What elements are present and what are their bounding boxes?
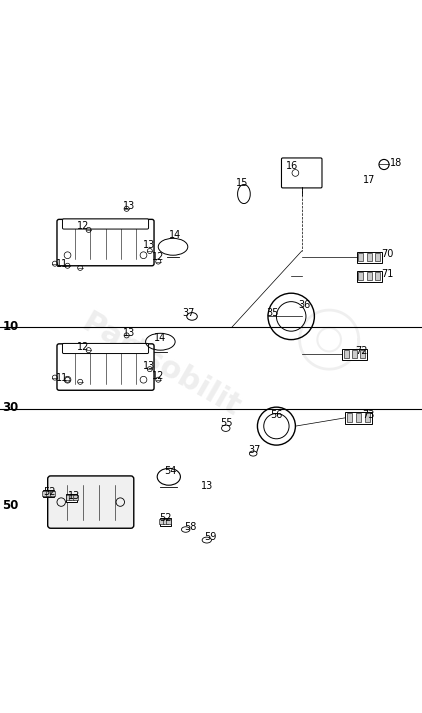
Text: 36: 36 — [298, 300, 311, 310]
Text: 12: 12 — [152, 371, 165, 381]
Text: 17: 17 — [363, 175, 376, 185]
Bar — [375, 253, 380, 262]
Bar — [160, 519, 165, 525]
Bar — [66, 496, 71, 501]
Text: 58: 58 — [184, 522, 197, 532]
Text: 13: 13 — [143, 240, 155, 250]
Text: 10: 10 — [3, 319, 19, 333]
Text: 15: 15 — [235, 178, 248, 188]
Bar — [160, 518, 171, 525]
Text: 13: 13 — [200, 481, 213, 491]
Bar — [358, 272, 363, 280]
Text: 13: 13 — [123, 328, 135, 338]
Text: 12: 12 — [77, 342, 90, 352]
Text: 37: 37 — [182, 307, 195, 317]
Text: 54: 54 — [164, 466, 177, 476]
Text: 52: 52 — [43, 488, 56, 498]
Text: 13: 13 — [143, 361, 155, 371]
Bar — [344, 350, 349, 359]
Bar — [49, 491, 54, 496]
Text: 13: 13 — [123, 201, 135, 211]
FancyBboxPatch shape — [57, 344, 154, 390]
Text: 14: 14 — [154, 332, 167, 342]
Bar — [347, 413, 352, 422]
Bar — [345, 412, 373, 424]
FancyBboxPatch shape — [57, 220, 154, 266]
Bar — [375, 272, 380, 280]
FancyBboxPatch shape — [48, 476, 134, 528]
Circle shape — [317, 328, 341, 352]
Text: 30: 30 — [3, 401, 19, 414]
Text: 50: 50 — [3, 498, 19, 511]
Text: Partsobilit: Partsobilit — [76, 308, 245, 422]
Text: 37: 37 — [248, 445, 260, 455]
Bar — [43, 491, 48, 496]
Bar — [166, 519, 171, 525]
Text: 18: 18 — [390, 158, 402, 168]
Bar — [357, 252, 382, 262]
Bar — [73, 496, 78, 501]
FancyBboxPatch shape — [62, 344, 149, 354]
Bar — [67, 494, 77, 502]
Bar — [357, 271, 382, 282]
Text: 12: 12 — [77, 221, 90, 231]
Text: 56: 56 — [270, 410, 283, 420]
Bar — [356, 413, 361, 422]
Text: 73: 73 — [362, 410, 375, 420]
Bar — [367, 253, 372, 262]
Text: 52: 52 — [159, 513, 172, 523]
Text: 59: 59 — [204, 532, 216, 542]
Bar — [69, 496, 74, 501]
Text: 14: 14 — [169, 230, 181, 240]
Text: 11: 11 — [57, 259, 69, 269]
Bar — [43, 490, 54, 498]
FancyBboxPatch shape — [62, 219, 149, 229]
Bar — [46, 491, 51, 496]
Text: 11: 11 — [57, 374, 69, 384]
FancyBboxPatch shape — [281, 158, 322, 188]
Bar — [342, 349, 367, 359]
Text: 16: 16 — [286, 160, 298, 170]
Bar — [163, 519, 168, 525]
Bar — [352, 350, 357, 359]
Bar — [365, 413, 371, 422]
Text: 35: 35 — [266, 308, 279, 318]
Text: 70: 70 — [381, 250, 394, 260]
Bar — [360, 350, 365, 359]
Bar — [367, 272, 372, 280]
Text: 72: 72 — [355, 346, 368, 356]
Text: 12: 12 — [152, 252, 165, 262]
Bar — [358, 253, 363, 262]
Text: 55: 55 — [220, 418, 233, 429]
Text: 13: 13 — [68, 491, 80, 501]
Text: 71: 71 — [381, 269, 394, 279]
